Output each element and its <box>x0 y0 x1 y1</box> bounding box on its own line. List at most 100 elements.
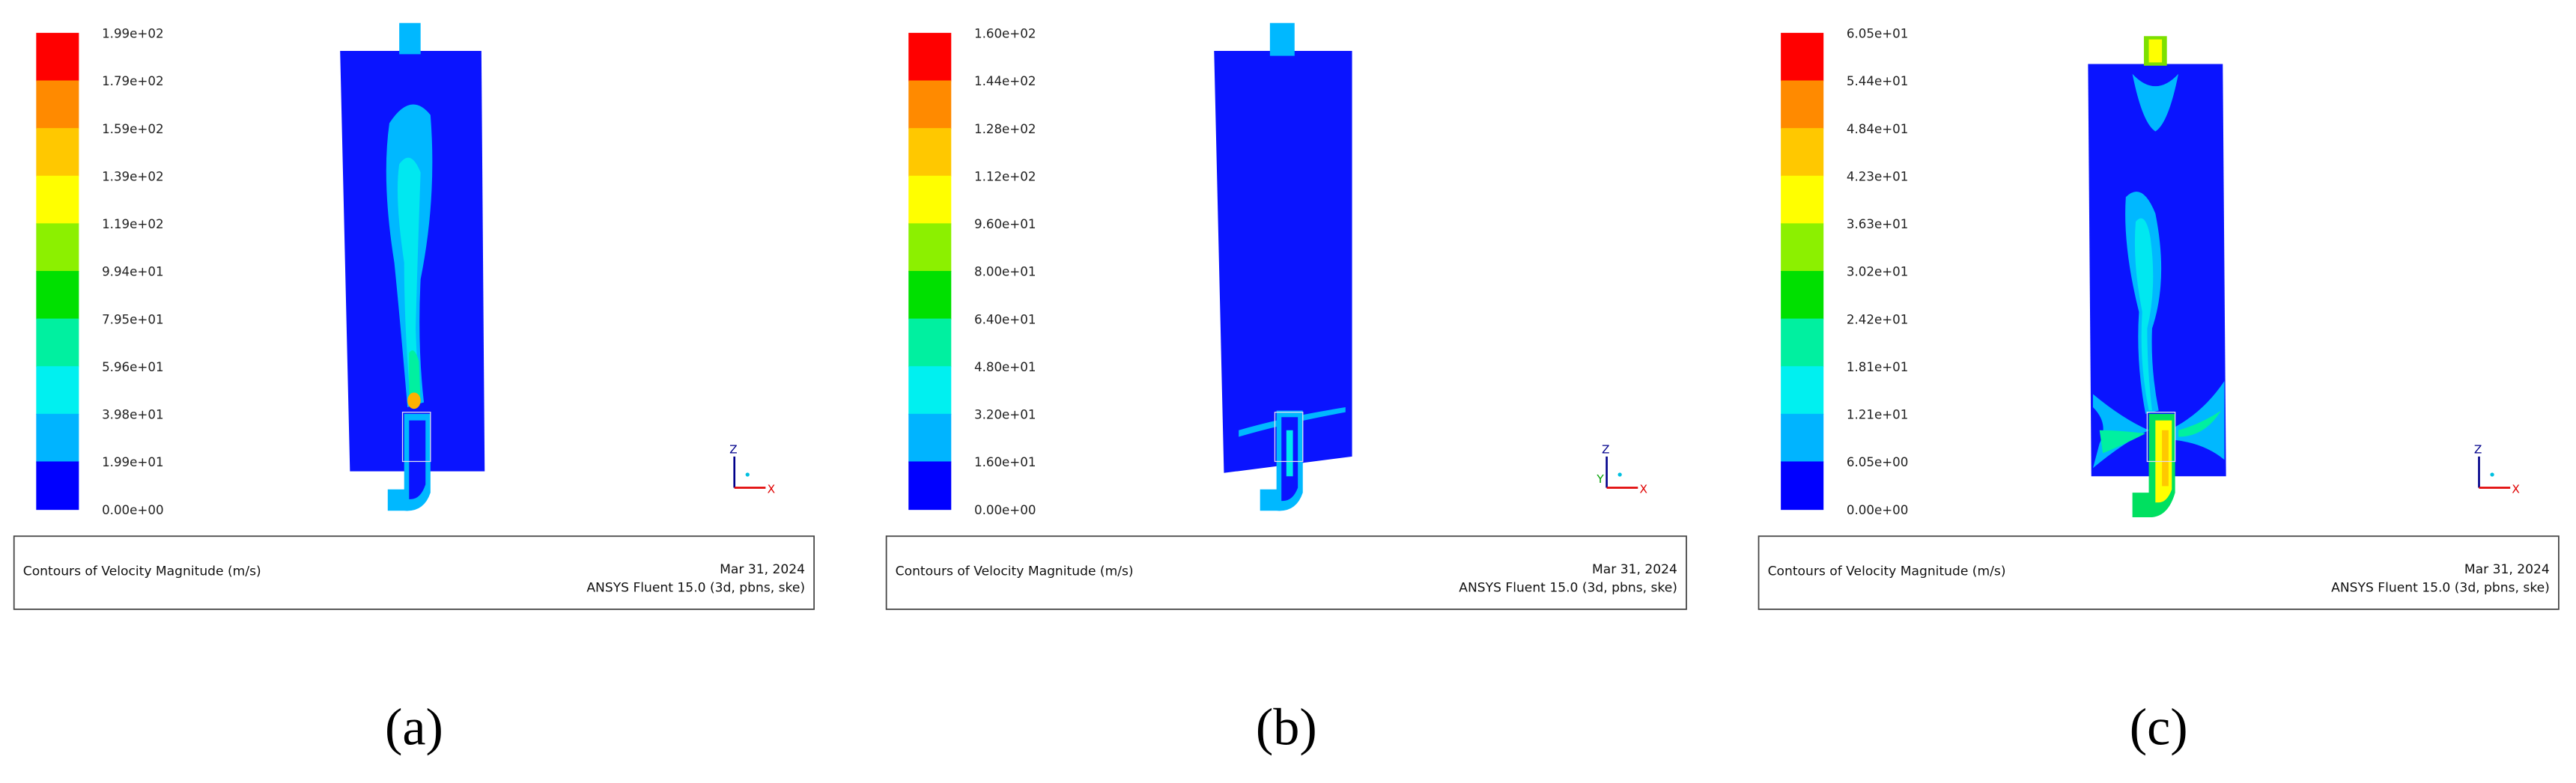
caption-box <box>1758 535 2560 610</box>
axis-label: Z <box>1602 443 1610 457</box>
legend-label: 1.12e+02 <box>974 169 1036 183</box>
caption: Contours of Velocity Magnitude (m/s) <box>1768 564 2006 579</box>
legend-label: 4.23e+01 <box>1847 169 1908 183</box>
legend-swatch <box>908 80 952 130</box>
legend-swatch <box>36 32 79 82</box>
axis-label: X <box>768 482 776 496</box>
legend-label: 1.60e+01 <box>974 455 1036 469</box>
legend-swatch <box>1781 270 1824 320</box>
legend-label: 1.60e+02 <box>974 27 1036 41</box>
legend-label: 1.99e+01 <box>102 455 163 469</box>
legend-swatch <box>1781 318 1824 368</box>
contour-region <box>2162 430 2169 487</box>
legend-swatch <box>1781 175 1824 225</box>
legend-swatch <box>1781 461 1824 511</box>
legend-swatch <box>908 128 952 177</box>
legend-label: 5.96e+01 <box>102 360 163 374</box>
legend-label: 6.05e+00 <box>1847 455 1908 469</box>
legend-swatch <box>36 128 79 177</box>
legend-swatch <box>908 461 952 511</box>
subfigure-label: (a) <box>385 698 443 757</box>
panel: 1.60e+02 1.44e+02 1.28e+02 1.12e+02 9.60e+01… <box>885 22 1687 757</box>
axis-dot <box>2490 472 2494 477</box>
legend-swatch <box>908 175 952 225</box>
contour-region <box>2134 218 2154 411</box>
legend-label: 3.20e+01 <box>974 408 1036 422</box>
axis-label: X <box>1639 482 1647 496</box>
legend-label: 5.44e+01 <box>1847 74 1908 88</box>
legend-swatch <box>36 270 79 320</box>
contour-region <box>2132 73 2179 132</box>
axis-label: Y <box>1596 472 1604 486</box>
legend-label: 0.00e+00 <box>1847 503 1908 517</box>
legend-label: 1.28e+02 <box>974 122 1036 136</box>
legend-swatch <box>1781 413 1824 463</box>
legend-label: 2.42e+01 <box>1847 312 1908 326</box>
contour-region <box>409 420 426 499</box>
outlet-outline <box>2146 411 2176 463</box>
legend-label: 1.19e+02 <box>102 217 163 231</box>
legend-swatch <box>1781 366 1824 415</box>
legend-label: 9.94e+01 <box>102 265 163 279</box>
legend-label: 6.05e+01 <box>1847 27 1908 41</box>
panel: 6.05e+01 5.44e+01 4.84e+01 4.23e+01 3.63e+01… <box>1758 27 2560 757</box>
legend-label: 1.81e+01 <box>1847 360 1908 374</box>
subfigure-label: (b) <box>1256 698 1317 757</box>
legend-swatch <box>36 223 79 272</box>
date: Mar 31, 2024 <box>720 562 805 577</box>
software: ANSYS Fluent 15.0 (3d, pbns, ske) <box>1459 580 1677 595</box>
outlet-outline <box>401 411 431 463</box>
inlet <box>1269 22 1295 56</box>
axis-dot <box>1617 472 1622 477</box>
legend-swatch <box>36 80 79 130</box>
axis-label: X <box>2512 482 2520 496</box>
contour-region <box>409 350 421 404</box>
legend-label: 1.59e+02 <box>102 122 163 136</box>
legend-swatch <box>1781 80 1824 130</box>
legend-swatch <box>908 318 952 368</box>
legend-label: 0.00e+00 <box>102 503 163 517</box>
domain <box>1214 51 1352 473</box>
contour-region <box>2178 410 2222 437</box>
legend-swatch <box>36 366 79 415</box>
caption-box <box>13 535 815 610</box>
legend-swatch <box>36 413 79 463</box>
legend-label: 1.44e+02 <box>974 74 1036 88</box>
legend-label: 4.84e+01 <box>1847 122 1908 136</box>
legend-label: 9.60e+01 <box>974 217 1036 231</box>
legend-swatch <box>908 413 952 463</box>
inlet <box>399 22 421 55</box>
caption-box <box>885 535 1687 610</box>
legend-swatch <box>36 318 79 368</box>
contour-region <box>407 392 421 409</box>
legend-label: 1.99e+02 <box>102 27 163 41</box>
legend-label: 0.00e+00 <box>974 503 1036 517</box>
legend-swatch <box>908 32 952 82</box>
legend-swatch <box>36 461 79 511</box>
outlet-outline <box>1274 411 1304 463</box>
axis-label: Z <box>729 443 738 457</box>
legend-swatch <box>1781 128 1824 177</box>
software: ANSYS Fluent 15.0 (3d, pbns, ske) <box>586 580 805 595</box>
contour-region <box>2099 430 2146 454</box>
axis-dot <box>745 472 750 477</box>
legend-label: 3.63e+01 <box>1847 217 1908 231</box>
legend-swatch <box>908 270 952 320</box>
legend-label: 4.80e+01 <box>974 360 1036 374</box>
legend-label: 8.00e+01 <box>974 265 1036 279</box>
contour-region <box>1286 430 1293 477</box>
subfigure-label: (c) <box>2130 698 2188 757</box>
contour-region <box>2148 39 2163 63</box>
legend-swatch <box>908 366 952 415</box>
legend-label: 3.02e+01 <box>1847 265 1908 279</box>
legend-label: 1.79e+02 <box>102 74 163 88</box>
date: Mar 31, 2024 <box>1592 562 1677 577</box>
legend-label: 3.98e+01 <box>102 408 163 422</box>
legend-label: 1.39e+02 <box>102 169 163 183</box>
legend-label: 7.95e+01 <box>102 312 163 326</box>
caption: Contours of Velocity Magnitude (m/s) <box>23 564 261 579</box>
contour-region <box>397 157 421 404</box>
legend-swatch <box>908 223 952 272</box>
